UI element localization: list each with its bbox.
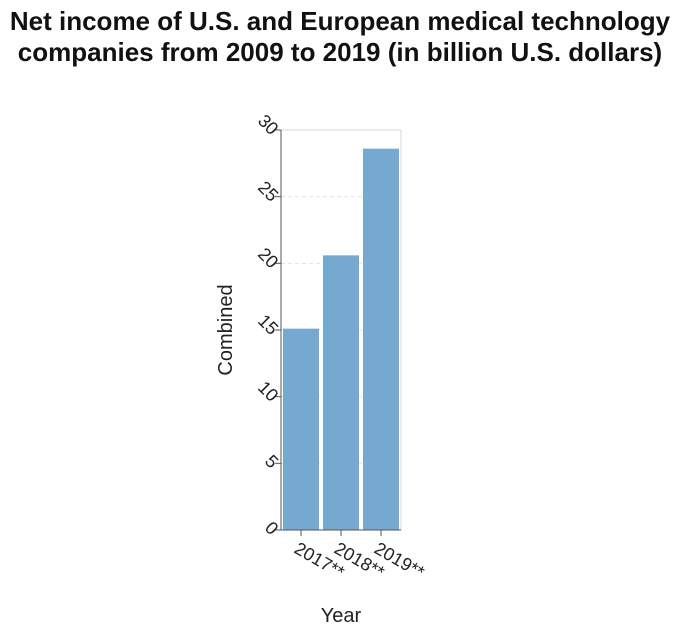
y-tick-label: 20 bbox=[254, 244, 282, 272]
y-tick-label: 10 bbox=[254, 377, 282, 405]
y-ticks: 0 5 10 15 20 25 30 bbox=[254, 111, 282, 539]
x-ticks: 2017**2018**2019** bbox=[291, 530, 428, 582]
bars bbox=[283, 148, 399, 531]
bar-2017 bbox=[283, 328, 319, 530]
y-tick-label: 0 bbox=[261, 518, 282, 539]
chart-title: Net income of U.S. and European medical … bbox=[9, 6, 671, 67]
y-axis-title: Combined bbox=[215, 284, 237, 375]
y-tick-label: 30 bbox=[254, 111, 282, 139]
bar-2018 bbox=[323, 255, 359, 531]
bar-2019 bbox=[363, 148, 399, 530]
y-tick-label: 25 bbox=[254, 177, 282, 205]
x-axis-title: Year bbox=[321, 605, 362, 627]
y-tick-label: 15 bbox=[254, 311, 282, 339]
y-tick-label: 5 bbox=[261, 451, 282, 472]
